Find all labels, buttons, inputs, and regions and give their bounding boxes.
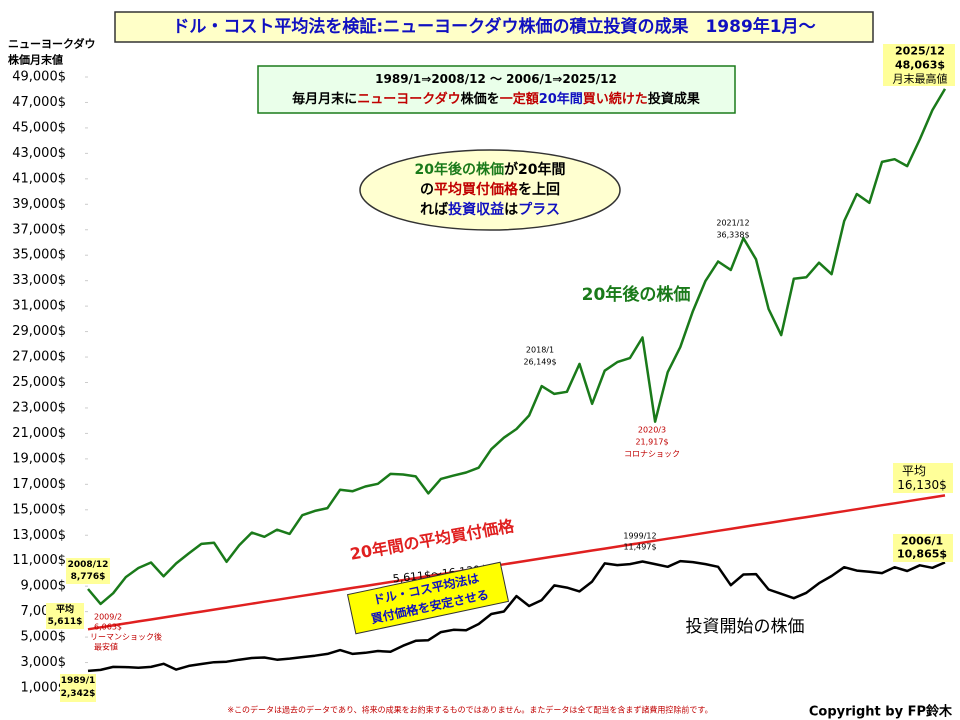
line-series bbox=[87, 494, 946, 631]
y-tick-label: 43,000$ bbox=[12, 146, 66, 161]
annotation: 最安値 bbox=[94, 642, 118, 652]
y-tick-label: 33,000$ bbox=[12, 273, 66, 288]
subtitle: 毎月月末にニューヨークダウ株価を一定額20年間買い続けた投資成果 bbox=[292, 91, 700, 107]
y-tick-label: 13,000$ bbox=[12, 528, 66, 543]
text-run: 20年間 bbox=[539, 91, 583, 107]
annotation: 2,342$ bbox=[61, 689, 96, 699]
annotation: 36,338$ bbox=[716, 231, 749, 240]
annotation: 2008/12 bbox=[68, 560, 109, 570]
text-run: が20年間 bbox=[504, 161, 565, 178]
y-tick-label: 47,000$ bbox=[12, 95, 66, 110]
line-series bbox=[87, 559, 946, 673]
subtitle-box bbox=[257, 65, 736, 114]
y-tick-label: 21,000$ bbox=[12, 426, 66, 441]
series-label: 20年間の平均買付価格 bbox=[348, 516, 516, 564]
annotation: 月末最高値 bbox=[893, 72, 948, 86]
y-tick-label: 45,000$ bbox=[12, 120, 66, 135]
text-run: の bbox=[420, 182, 434, 198]
y-tick-label: 3,000$ bbox=[21, 655, 67, 670]
callout-ellipse bbox=[359, 149, 621, 231]
y-axis-label: 株価月末値 bbox=[8, 53, 63, 67]
callout: の平均買付価格を上回 bbox=[420, 181, 560, 198]
annotations: 2008/12 8,776$ 平均 5,611$ 1989/1 2,342$ 2… bbox=[46, 44, 955, 702]
annotation-bg bbox=[883, 44, 955, 86]
annotation: 平均 bbox=[56, 603, 74, 615]
y-tick-label: 9,000$ bbox=[21, 579, 67, 594]
annotation: 1999/12 bbox=[623, 532, 656, 541]
y-tick-label: 41,000$ bbox=[12, 171, 66, 186]
y-tick-label: 37,000$ bbox=[12, 222, 66, 237]
chart-title: ドル・コスト平均法を検証:ニューヨークダウ株価の積立投資の成果 1989年1月～ bbox=[172, 16, 815, 37]
annotation-bg bbox=[893, 463, 953, 493]
text-run: 投資成果 bbox=[648, 91, 700, 107]
annotation: 2018/1 bbox=[526, 346, 554, 355]
footnote: ※このデータは過去のデータであり、将来の成果をお約束するものではありません。また… bbox=[227, 705, 712, 715]
annotation: 8,776$ bbox=[71, 572, 106, 582]
y-tick-label: 49,000$ bbox=[12, 70, 66, 85]
y-tick-label: 35,000$ bbox=[12, 248, 66, 263]
text-run: 一定額 bbox=[500, 91, 539, 107]
annotation: 2009/2 bbox=[94, 613, 122, 622]
text-run: は bbox=[504, 202, 518, 218]
annotation: 平均 bbox=[902, 464, 926, 478]
annotation: 2021/12 bbox=[716, 219, 749, 228]
copyright: Copyright by FP鈴木 bbox=[809, 704, 953, 720]
series-label: 20年後の株価 bbox=[582, 284, 691, 305]
annotation-bg bbox=[66, 558, 110, 584]
annotation: 11,497$ bbox=[623, 543, 656, 552]
annotation: 6,063$ bbox=[94, 623, 122, 632]
annotation: 1989/1 bbox=[61, 676, 96, 686]
text-run: プラス bbox=[518, 202, 560, 218]
annotation-bg bbox=[46, 603, 84, 629]
y-tick-label: 29,000$ bbox=[12, 324, 66, 339]
callout: 20年後の株価が20年間 bbox=[415, 161, 566, 178]
callout: れば投資収益はプラス bbox=[420, 201, 560, 218]
text-run: 株価 bbox=[476, 161, 504, 178]
annotation: コロナショック bbox=[624, 450, 680, 459]
y-tick-label: 17,000$ bbox=[12, 477, 66, 492]
annotation-bg bbox=[893, 534, 953, 562]
annotation: 48,063$ bbox=[895, 59, 945, 72]
text-run: 買い続けた bbox=[583, 91, 648, 107]
y-tick-label: 11,000$ bbox=[12, 553, 66, 568]
text-run: を上回 bbox=[518, 182, 560, 198]
annotation: リーマンショック後 bbox=[90, 632, 162, 642]
annotation: 2020/3 bbox=[638, 426, 666, 435]
text-run: 平均買付価格 bbox=[434, 181, 519, 198]
subtitle: 1989/1⇒2008/12 ～ 2006/1⇒2025/12 bbox=[375, 72, 617, 86]
series-label: 投資開始の株価 bbox=[686, 617, 805, 637]
annotation: 10,865$ bbox=[897, 548, 947, 561]
y-tick-label: 31,000$ bbox=[12, 299, 66, 314]
annotation: 2025/12 bbox=[895, 45, 945, 58]
y-tick-label: 19,000$ bbox=[12, 451, 66, 466]
text-run: 投資収益 bbox=[448, 201, 504, 218]
line-series bbox=[87, 88, 947, 606]
note-box-bg bbox=[346, 561, 510, 635]
y-tick-label: 23,000$ bbox=[12, 400, 66, 415]
y-tick-label: 1,000$ bbox=[21, 681, 67, 696]
text-run: 株価を bbox=[461, 91, 500, 107]
annotation: 16,130$ bbox=[897, 478, 947, 492]
text-run: 20年後の bbox=[415, 161, 476, 178]
y-tick-label: 39,000$ bbox=[12, 197, 66, 212]
text-run: ニューヨークダウ bbox=[357, 91, 460, 107]
annotation: 5,611$ bbox=[48, 617, 83, 627]
y-tick-label: 15,000$ bbox=[12, 502, 66, 517]
annotation: 2006/1 bbox=[901, 535, 943, 548]
text-run: れば bbox=[420, 202, 448, 218]
text-run: 毎月月末に bbox=[292, 91, 357, 107]
title-box bbox=[114, 11, 874, 43]
y-tick-label: 5,000$ bbox=[21, 630, 67, 645]
y-axis-label: ニューヨークダウ bbox=[8, 37, 96, 51]
annotation-bg bbox=[60, 674, 96, 702]
annotation: 21,917$ bbox=[635, 438, 668, 447]
y-tick-label: 25,000$ bbox=[12, 375, 66, 390]
annotation: 26,149$ bbox=[523, 358, 556, 367]
y-tick-label: 27,000$ bbox=[12, 350, 66, 365]
